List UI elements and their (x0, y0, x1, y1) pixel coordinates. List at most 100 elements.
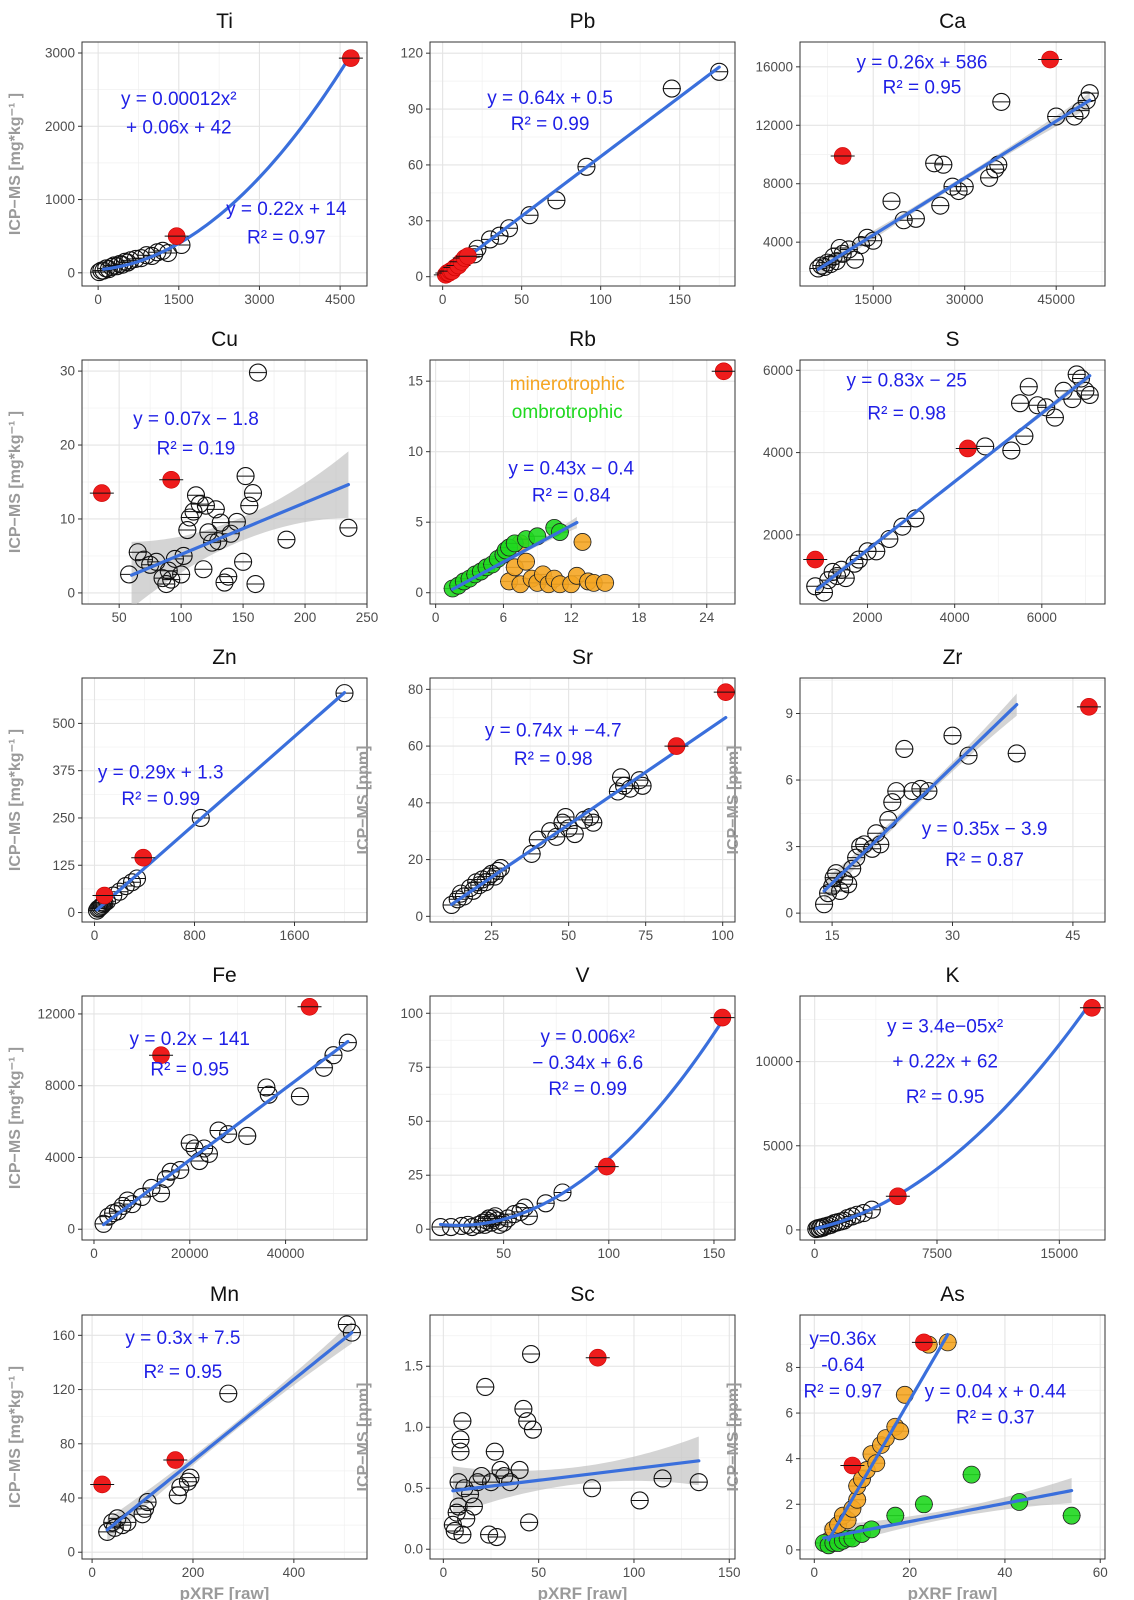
y-tick-label: 100 (400, 1006, 423, 1021)
equation-annotation: y=0.36x (809, 1329, 877, 1350)
panel-k: K 0 7500 15000 0 5000 10000 y = 3.4e−05x² + 0.22… (755, 964, 1106, 1261)
y-tick-label: 4 (785, 1451, 793, 1466)
panel-title: Fe (212, 964, 237, 987)
y-tick-label: 8 (785, 1360, 793, 1375)
y-tick-label: 15 (408, 374, 423, 389)
data-point (1019, 377, 1038, 396)
fit-line (438, 1019, 724, 1227)
panel-rb: Rb 0 6 12 18 24 0 5 10 15 y = 0.43x − 0.4 R² = 0.84… (408, 328, 736, 625)
panel-cu: Cu 50 100 150 200 250 0 10 20 30 ICP−MS [mg*kg⁻¹ ]… (7, 328, 378, 625)
data-point (451, 1430, 470, 1449)
x-tick-label: 150 (668, 292, 691, 307)
y-tick-label: 12000 (755, 118, 793, 133)
data-point (138, 1493, 157, 1512)
panel-ti: Ti 0 1500 3000 4500 0 1000 2000 3000 ICP−MS [mg*k… (7, 10, 368, 307)
equation-annotation: y = 0.74x + −4.7 (485, 720, 622, 741)
data-point (196, 496, 215, 515)
data-layer (814, 1333, 1081, 1555)
data-point (520, 1513, 539, 1532)
y-tick-label: 375 (52, 763, 75, 778)
panel-as: As 0 20 40 60 0 2 4 6 8 ICP−MS [ppm] pXRF [raw] y=0.… (725, 1283, 1108, 1600)
data-point (584, 813, 603, 832)
y-tick-label: 0 (67, 585, 75, 600)
x-tick-label: 60 (1093, 1565, 1108, 1580)
panel-zn: Zn 0 800 1600 0 125 250 375 500 ICP−MS [mg*kg⁻¹ ]… (7, 646, 368, 943)
data-point (108, 1509, 127, 1528)
data-layer (443, 1344, 708, 1547)
equation-annotation: y = 0.35x − 3.9 (922, 819, 1048, 840)
data-point (211, 513, 230, 532)
data-point (123, 1195, 142, 1214)
y-tick-label: 5 (415, 515, 423, 530)
y-tick-label: 0 (415, 909, 423, 924)
panel-title: V (575, 964, 589, 987)
y-tick-label: 0 (415, 1222, 423, 1237)
data-layer (90, 1315, 361, 1541)
plot-border (81, 677, 368, 923)
y-tick-label: 0.5 (404, 1481, 423, 1496)
y-tick-label: 20 (408, 852, 423, 867)
y-tick-label: 25 (408, 1168, 423, 1183)
panel-title: Zn (212, 646, 237, 669)
data-point (161, 1162, 180, 1181)
data-point (836, 569, 855, 588)
x-tick-label: 7500 (922, 1246, 952, 1261)
data-point (862, 1200, 881, 1219)
panel-pb: Pb 0 50 100 150 0 30 60 90 120 y = 0.64x + 0.5 R² =… (400, 10, 736, 307)
x-tick-label: 75 (638, 928, 653, 943)
y-tick-label: 0 (785, 1222, 793, 1237)
data-point (99, 1207, 118, 1226)
data-point (178, 521, 197, 540)
plot-border (81, 995, 368, 1241)
data-point (238, 1126, 257, 1145)
x-tick-label: 6 (500, 610, 508, 625)
panel-fe: Fe 0 20000 40000 0 4000 8000 12000 ICP−MS [mg*kg… (7, 964, 368, 1261)
x-tick-label: 40 (997, 1565, 1012, 1580)
data-layer (431, 1008, 735, 1237)
y-tick-label: 120 (400, 46, 423, 61)
plot-border (799, 1314, 1106, 1560)
x-tick-label: 4500 (325, 292, 355, 307)
data-point (290, 1087, 309, 1106)
y-axis-label: ICP−MS [ppm] (725, 1383, 742, 1492)
y-tick-label: 20 (60, 438, 75, 453)
y-tick-label: 3 (785, 839, 793, 854)
data-point (490, 226, 509, 245)
data-point (1045, 408, 1064, 427)
equation-annotation: R² = 0.95 (906, 1087, 985, 1108)
y-tick-label: 90 (408, 102, 423, 117)
panel-zr: Zr 15 30 45 0 3 6 9 ICP−MS [ppm] y = 0.35x − 3.9 R… (725, 646, 1106, 943)
x-tick-label: 0 (811, 1565, 819, 1580)
equation-annotation: y = 0.3x + 7.5 (125, 1328, 240, 1349)
y-tick-label: 1000 (45, 192, 75, 207)
data-point (472, 1466, 491, 1486)
data-point (248, 363, 268, 382)
data-point (596, 573, 614, 592)
data-point (925, 154, 944, 173)
y-tick-label: 4000 (763, 445, 793, 460)
data-point (157, 574, 176, 594)
y-tick-label: 1.0 (404, 1420, 423, 1435)
data-point (203, 533, 222, 552)
data-point (895, 739, 914, 759)
x-tick-label: 50 (112, 610, 127, 625)
x-tick-label: 30000 (946, 292, 984, 307)
x-tick-label: 2000 (853, 610, 883, 625)
data-point (108, 1202, 127, 1221)
equation-annotation: y = 0.04 x + 0.44 (925, 1381, 1067, 1402)
y-tick-label: 4000 (763, 235, 793, 250)
data-point (559, 819, 578, 838)
data-point (633, 776, 652, 795)
x-tick-label: 15000 (854, 292, 892, 307)
data-point (1071, 369, 1091, 388)
x-tick-label: 200 (294, 610, 317, 625)
y-tick-label: 10 (408, 444, 423, 459)
x-tick-label: 0 (439, 292, 447, 307)
plot-border (81, 1314, 368, 1560)
data-point (883, 793, 902, 812)
data-point (536, 1194, 555, 1213)
data-point (523, 1420, 542, 1439)
x-tick-label: 12 (564, 610, 579, 625)
data-point (1067, 365, 1086, 384)
